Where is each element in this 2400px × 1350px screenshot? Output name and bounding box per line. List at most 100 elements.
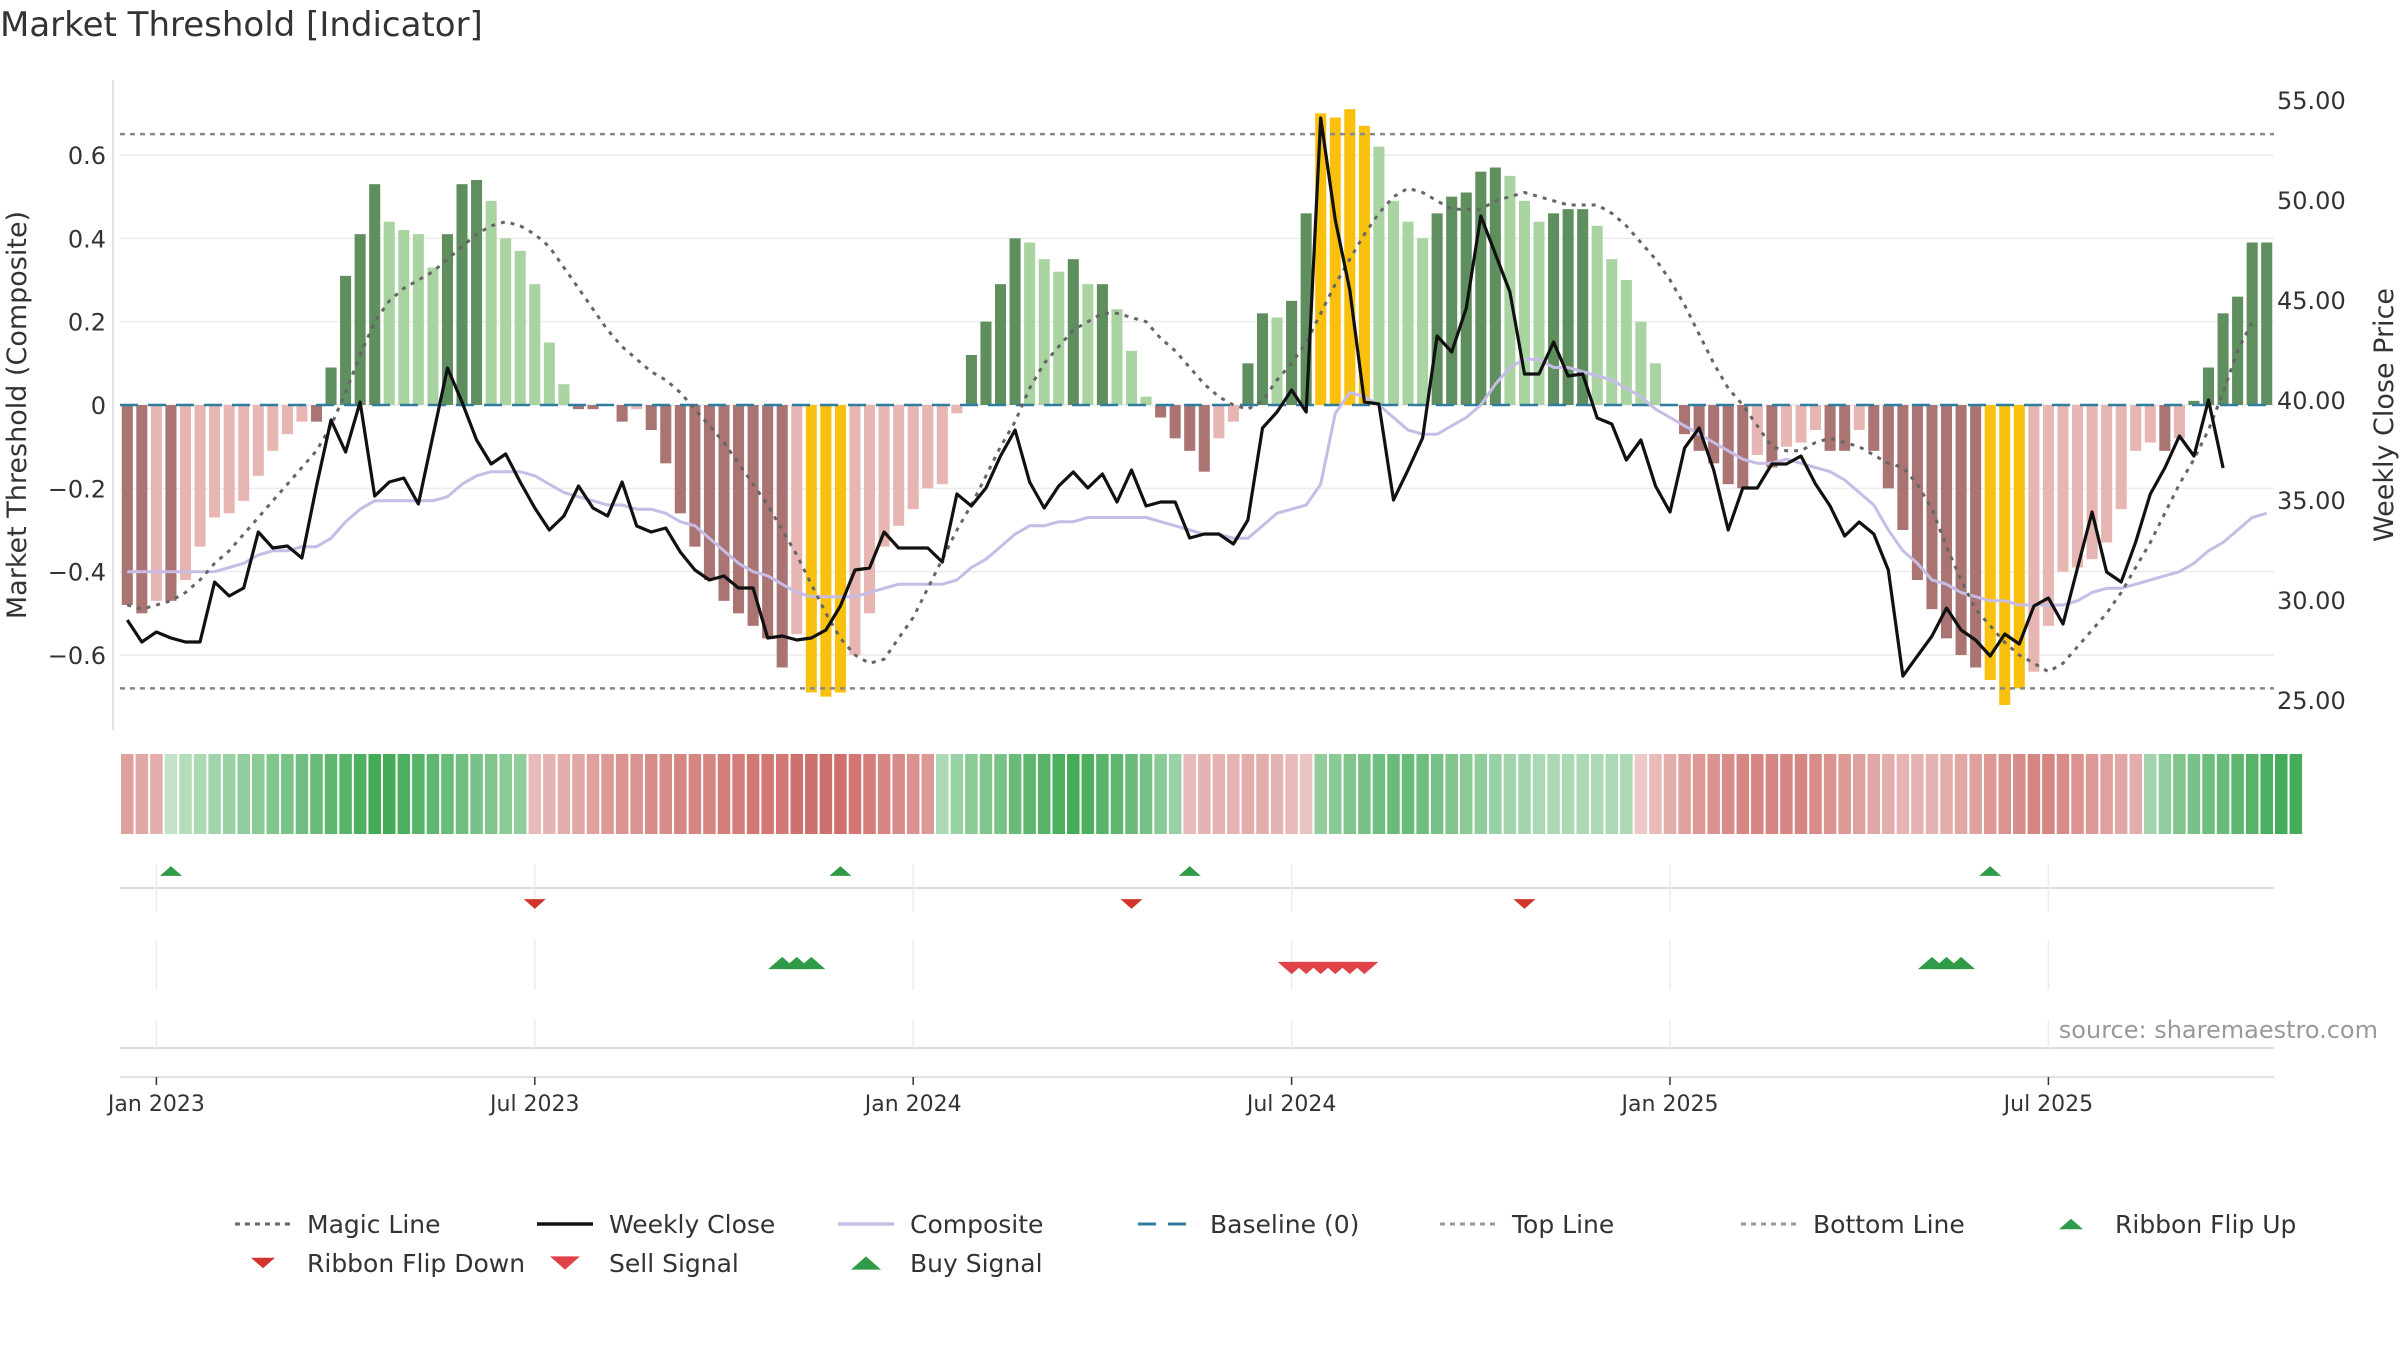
ribbon-cell [1445,754,1458,834]
ribbon-cell [1736,754,1750,834]
ribbon-cell [1721,754,1735,834]
ribbon-flip-down-marker [1120,899,1143,909]
histogram-bar [252,405,264,476]
histogram-bar [529,284,541,405]
histogram-bar [1155,405,1167,418]
ribbon-cell [208,754,221,834]
histogram-bar [2057,405,2069,572]
ribbon-cell [732,754,745,834]
histogram-bar [1955,405,1967,655]
ribbon-cell [1649,754,1662,834]
y2-tick-label: 40.00 [2277,387,2346,415]
histogram-bar [2261,242,2273,405]
ribbon-cell [674,754,687,834]
histogram-bar [1315,113,1327,405]
histogram-bar [2217,313,2229,405]
histogram-bar [1766,405,1778,468]
histogram-bar [1300,213,1312,405]
ribbon-cell [1401,754,1415,834]
ribbon-cell [1227,754,1240,834]
histogram-bar [383,221,395,405]
ribbon-cell [1474,754,1488,834]
ribbon-cell [1459,754,1473,834]
ribbon-cell [2260,754,2273,834]
ribbon-cell [936,754,949,834]
histogram-bar [703,405,715,580]
ribbon-cell [994,754,1007,834]
histogram-bar [150,405,162,601]
ribbon-cell [2144,754,2157,834]
histogram-bar [893,405,905,526]
ribbon-cell [1969,754,1982,834]
histogram-bar [2086,405,2098,560]
ribbon-cell [1983,754,1997,834]
ribbon-cell [1925,754,1939,834]
ribbon-cell [513,754,527,834]
histogram-bar [2159,405,2171,451]
composite-line [127,357,2268,607]
histogram-bar [1009,238,1021,405]
y-tick-label: 0 [91,392,106,420]
legend-item: Ribbon Flip Down [251,1249,525,1278]
ribbon-cell [746,754,760,834]
ribbon-cell [1867,754,1881,834]
ribbon-cell [281,754,294,834]
ribbon-cell [1663,754,1677,834]
ribbon-cell [543,754,556,834]
legend-swatch [2059,1218,2083,1230]
histogram-bar [543,342,555,405]
histogram-bar [878,405,890,547]
histogram-bar [456,184,468,405]
histogram-bar [1722,405,1734,485]
ribbon-cell [979,754,993,834]
ribbon-cell [906,754,920,834]
ribbon-cell [1765,754,1779,834]
ribbon-cell [2085,754,2099,834]
legend-item: Bottom Line [1741,1210,1965,1239]
histogram-bar [2202,367,2215,405]
ribbon-cell [1081,754,1095,834]
histogram-bar [1329,117,1341,405]
legend-item: Magic Line [235,1210,441,1239]
ribbon-cell [1896,754,1910,834]
ribbon-cell [1343,754,1357,834]
ribbon-cell [150,754,163,834]
histogram-bar [2042,405,2054,626]
ribbon-cell [1285,754,1298,834]
histogram-bar [1533,221,1545,405]
ribbon-cell [1008,754,1022,834]
x-tick-label: Jul 2025 [2002,1092,2094,1117]
sell-signal-marker [1350,961,1379,975]
histogram-bar [238,405,250,501]
histogram-bar [267,405,279,451]
x-tick-label: Jul 2023 [488,1092,580,1117]
histogram-bar [733,405,745,614]
ribbon-cell [1532,754,1546,834]
legend-label: Ribbon Flip Up [2115,1210,2296,1239]
ribbon-cell [1110,754,1124,834]
histogram-bar [500,238,512,405]
legend-item: Weekly Close [537,1210,775,1239]
ribbon-cell [397,754,411,834]
y-tick-label: −0.6 [48,642,106,670]
ribbon-cell [1212,754,1226,834]
ribbon-cell [470,754,483,834]
ribbon-cell [819,754,833,834]
ribbon-cell [1154,754,1167,834]
histogram-bar [514,250,526,405]
x-tick-label: Jan 2024 [863,1092,962,1117]
ribbon-cell [1358,754,1371,834]
legend-item: Sell Signal [550,1249,739,1278]
ribbon-cell [659,754,673,834]
ribbon-cell [2245,754,2259,834]
histogram-bar [1751,405,1763,455]
histogram-bar [1169,405,1181,439]
histogram-bar [2188,400,2200,405]
ribbon-cell [1198,754,1211,834]
magic-line-line [126,186,2254,674]
histogram-bar [1417,238,1429,405]
histogram-bar [1125,350,1138,405]
histogram-bar [1780,405,1792,447]
ribbon-cell [1430,754,1444,834]
y-tick-label: −0.4 [48,559,106,587]
